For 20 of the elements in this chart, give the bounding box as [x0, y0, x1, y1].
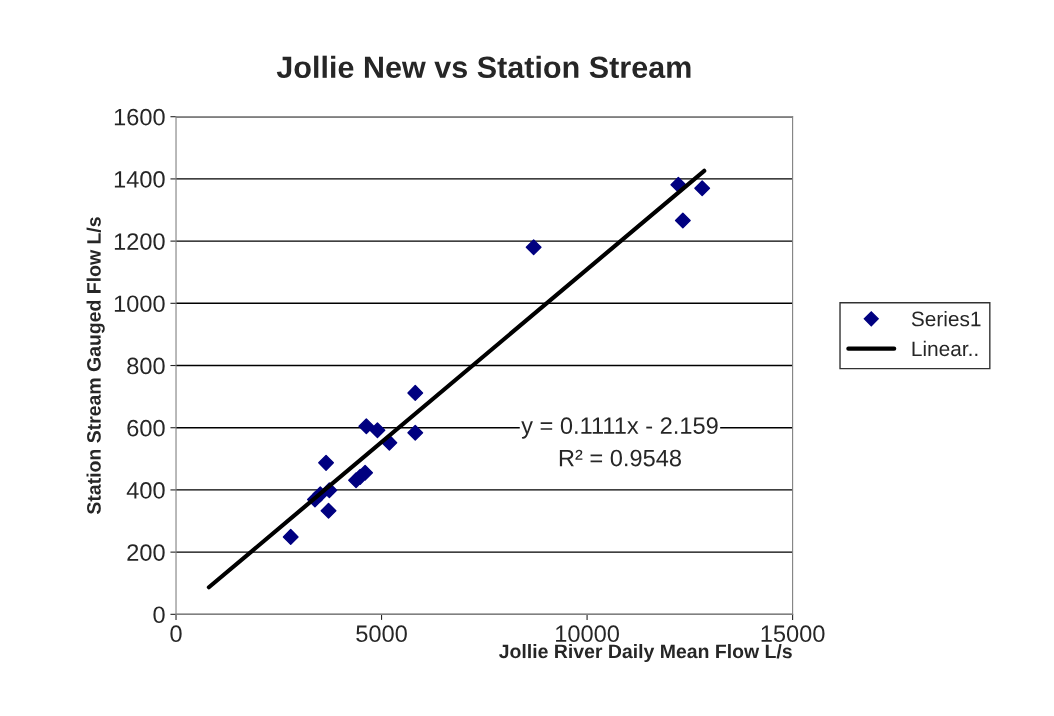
x-tick-label: 5000	[356, 625, 407, 643]
y-tick-label: 200	[127, 544, 165, 561]
x-tick-label: 10000	[556, 625, 619, 643]
annotation: R² = 0.9548	[559, 449, 681, 467]
y-tick-label: 1000	[114, 295, 165, 313]
chart-title: Jollie New vs Station Stream	[276, 55, 691, 79]
x-tick-label: 0	[170, 625, 182, 643]
y-axis-title: Station Stream Gauged Flow L/s	[86, 217, 105, 515]
y-tick-label: 1400	[114, 170, 165, 188]
annotation: y = 0.1111x - 2.159	[521, 417, 718, 439]
x-tick-label: 15000	[761, 625, 825, 643]
y-tick-label: 400	[126, 481, 165, 499]
y-tick-label: 1600	[114, 108, 165, 126]
y-tick-label: 800	[127, 357, 165, 375]
y-tick-label: 600	[127, 419, 165, 437]
x-axis-title: Jollie River Daily Mean Flow L/s	[499, 643, 792, 663]
legend-label: Series1	[911, 311, 981, 327]
legend-label: Linear..	[912, 340, 978, 357]
y-tick-label: 1200	[114, 233, 165, 250]
y-tick-label: 0	[153, 606, 165, 624]
